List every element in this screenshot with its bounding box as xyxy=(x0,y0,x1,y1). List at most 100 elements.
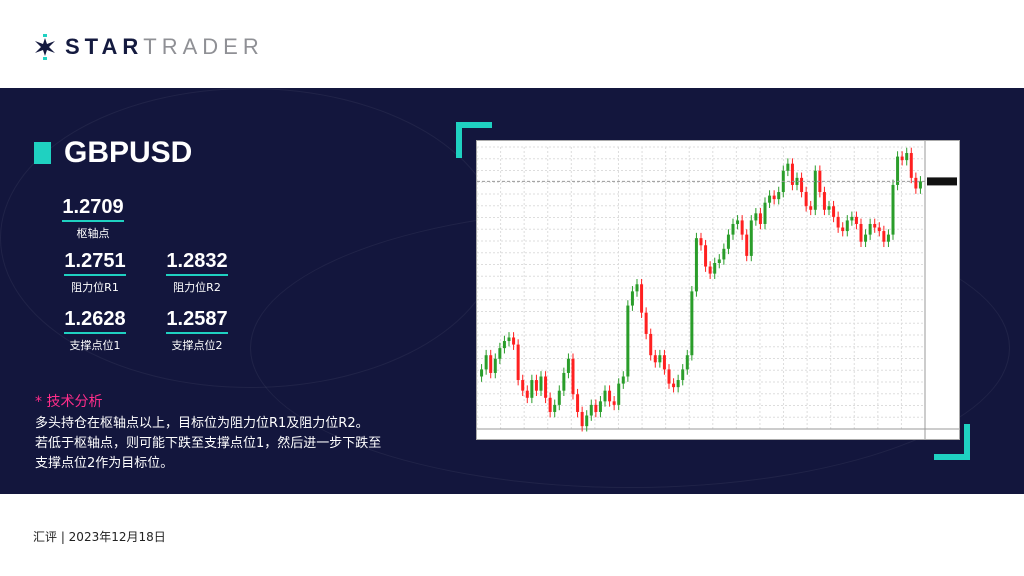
candle-body xyxy=(768,195,772,203)
candle-body xyxy=(800,177,804,193)
candle-body xyxy=(841,227,845,232)
logo-text-trader: TRADER xyxy=(143,34,264,59)
candle-body xyxy=(827,206,831,210)
candle-body xyxy=(585,415,589,427)
candle-body xyxy=(566,358,570,373)
candle-body xyxy=(914,177,918,189)
candle-body xyxy=(571,358,575,395)
candle-body xyxy=(644,312,648,334)
pivot-level: 1.2709 枢轴点 xyxy=(58,196,128,241)
candle-body xyxy=(676,380,680,388)
r1-level: 1.2751 阻力位R1 xyxy=(60,250,130,295)
candle-body xyxy=(809,206,813,210)
candle-body xyxy=(754,213,758,221)
candle-body xyxy=(598,401,602,412)
candle-body xyxy=(502,341,506,349)
candle-body xyxy=(480,369,484,377)
candle-body xyxy=(635,284,639,292)
candle-body xyxy=(777,192,781,200)
candle-body xyxy=(694,238,698,292)
candle-body xyxy=(612,401,616,405)
pair-name: GBPUSD xyxy=(64,136,193,169)
pivot-value: 1.2709 xyxy=(62,196,124,222)
candle-body xyxy=(672,383,676,388)
analysis-title: * 技术分析 xyxy=(35,394,103,410)
candle-body xyxy=(589,404,593,416)
candle-body xyxy=(882,231,886,242)
s2-label: 支撑点位2 xyxy=(171,339,223,352)
candle-body xyxy=(749,220,753,256)
candle-body xyxy=(832,206,836,217)
candle-body xyxy=(576,394,580,412)
header: STARTRADER xyxy=(0,0,1024,88)
candle-body xyxy=(539,376,543,391)
candle-body xyxy=(630,291,634,306)
logo-text-star: STAR xyxy=(65,34,144,59)
candle-body xyxy=(525,390,529,398)
s2-level: 1.2587 支撑点位2 xyxy=(162,308,232,353)
frame-corner-bottom-side xyxy=(964,424,970,460)
candle-body xyxy=(722,248,726,260)
candle-body xyxy=(658,355,662,363)
candle-body xyxy=(813,170,817,210)
candle-body xyxy=(864,234,868,242)
candle-body xyxy=(731,223,735,235)
s1-label: 支撑点位1 xyxy=(69,339,121,352)
candle-body xyxy=(498,348,502,359)
candle-body xyxy=(580,411,584,427)
pair-title: GBPUSD xyxy=(34,136,192,170)
candle-body xyxy=(690,291,694,356)
r2-label: 阻力位R2 xyxy=(173,281,221,294)
candle-body xyxy=(859,223,863,242)
banner: GBPUSD 1.2709 枢轴点 1.2751 阻力位R1 1.2832 阻力位R2… xyxy=(0,88,1024,494)
analysis-body: 多头持仓在枢轴点以上，目标位为阻力位R1及阻力位R2。 若低于枢轴点，则可能下跌… xyxy=(35,414,415,474)
current-price-marker xyxy=(927,177,957,186)
pivot-label: 枢轴点 xyxy=(76,227,110,240)
candlestick-chart xyxy=(476,141,959,439)
candle-body xyxy=(653,355,657,363)
r1-value: 1.2751 xyxy=(64,250,126,276)
candle-body xyxy=(667,369,671,384)
s2-value: 1.2587 xyxy=(166,308,228,334)
candle-body xyxy=(763,202,767,224)
candle-body xyxy=(507,337,511,342)
candle-body xyxy=(562,372,566,391)
candle-body xyxy=(909,153,913,178)
candle-body xyxy=(845,220,849,232)
candle-body xyxy=(603,390,607,402)
candle-body xyxy=(900,156,904,161)
candle-body xyxy=(662,355,666,370)
candle-body xyxy=(704,245,708,267)
r2-value: 1.2832 xyxy=(166,250,228,276)
frame-corner-bottom xyxy=(934,454,970,460)
candle-body xyxy=(772,195,776,200)
candle-body xyxy=(740,220,744,235)
candle-body xyxy=(854,216,858,224)
candle-body xyxy=(790,163,794,185)
star-logo-icon xyxy=(35,34,55,60)
candle-body xyxy=(493,358,497,373)
candle-body xyxy=(553,404,557,412)
r2-level: 1.2832 阻力位R2 xyxy=(162,250,232,295)
candle-body xyxy=(836,216,840,228)
candle-body xyxy=(745,234,749,256)
candle-body xyxy=(713,262,717,274)
candle-body xyxy=(877,227,881,232)
candle-body xyxy=(544,376,548,398)
candle-body xyxy=(886,234,890,242)
candle-body xyxy=(649,333,653,356)
r1-label: 阻力位R1 xyxy=(71,281,119,294)
candle-body xyxy=(736,220,740,224)
candle-body xyxy=(489,355,493,373)
analysis-line: 支撑点位2作为目标位。 xyxy=(35,456,174,471)
candle-body xyxy=(822,192,826,210)
candle-body xyxy=(717,259,721,263)
candle-body xyxy=(850,216,854,221)
candle-body xyxy=(758,213,762,224)
s1-level: 1.2628 支撑点位1 xyxy=(60,308,130,353)
candle-body xyxy=(521,380,525,391)
candle-body xyxy=(708,266,712,274)
candle-body xyxy=(626,305,630,377)
candle-body xyxy=(699,238,703,246)
candle-body xyxy=(621,376,625,384)
